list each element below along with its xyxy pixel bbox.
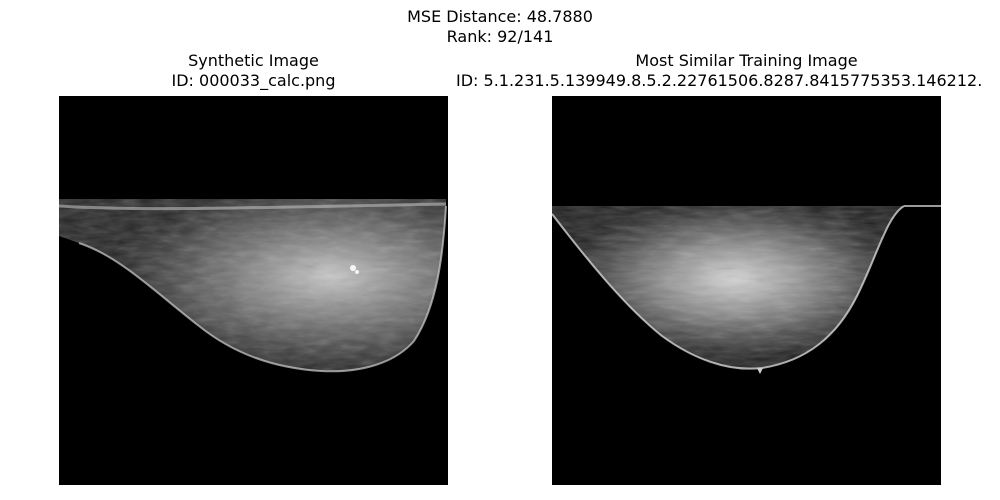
training-image-heading: Most Similar Training Image [635,51,858,70]
mse-distance-label: MSE Distance: 48.7880 [407,7,593,26]
rank-label: Rank: 92/141 [446,27,554,46]
figure-suptitle: MSE Distance: 48.7880 Rank: 92/141 [0,7,1000,47]
training-image-id: ID: 5.1.231.5.139949.8.5.2.22761506.8287… [456,71,983,90]
synthetic-image-id: ID: 000033_calc.png [171,71,336,90]
synthetic-mammogram-image [59,96,448,485]
synthetic-image-title: Synthetic Image ID: 000033_calc.png [59,51,448,91]
synthetic-image-heading: Synthetic Image [188,51,319,70]
training-image-title: Most Similar Training Image ID: 5.1.231.… [456,51,982,90]
training-mammogram-image [552,96,941,485]
